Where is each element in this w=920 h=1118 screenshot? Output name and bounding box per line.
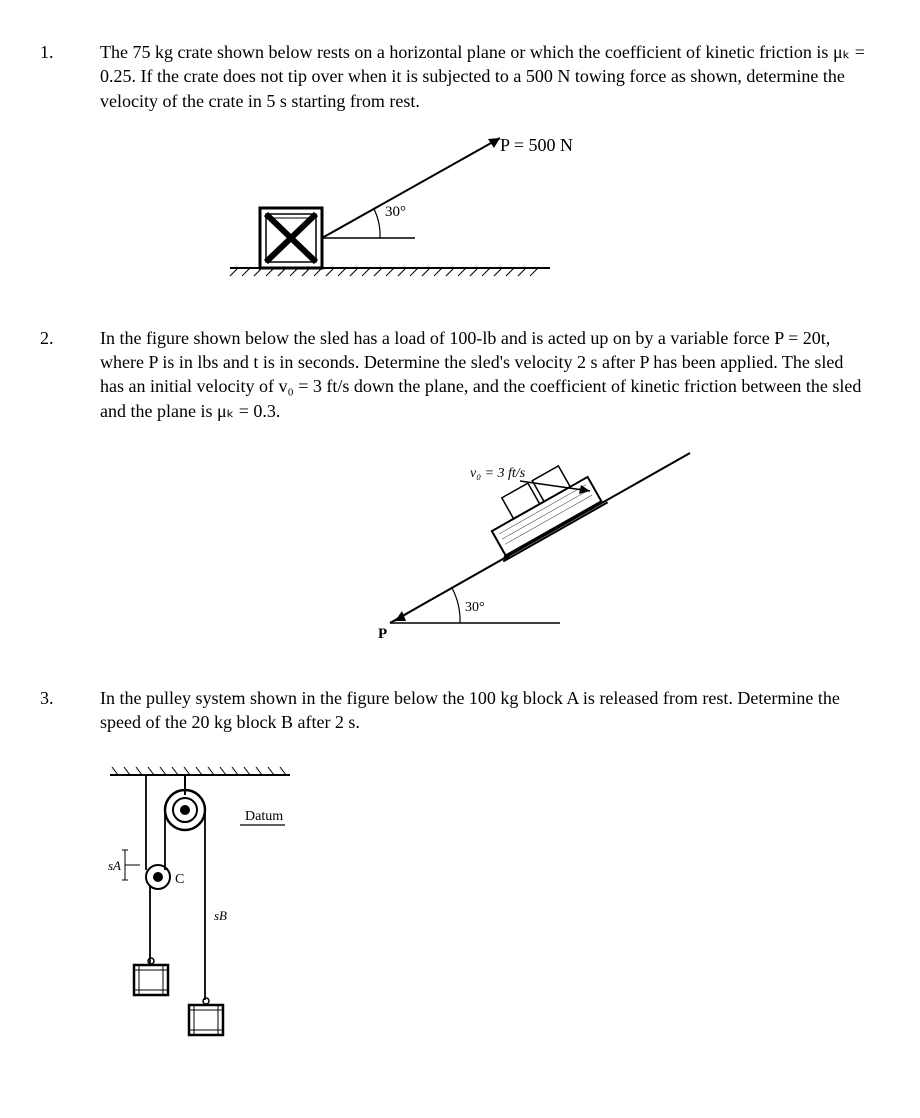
- sled-diagram: 30° v₀ = 3 ft/s: [360, 443, 720, 653]
- figure-3: C sA sB Datum: [90, 755, 870, 1045]
- sb-label: sB: [214, 908, 227, 923]
- problem-body: In the figure shown below the sled has a…: [100, 326, 870, 658]
- crate-diagram: 30° P = 500 N: [190, 133, 660, 293]
- p-label: P: [378, 626, 387, 642]
- problem-3: 3. In the pulley system shown in the fig…: [40, 686, 870, 1050]
- force-label: P = 500 N: [500, 135, 573, 155]
- problem-text: The 75 kg crate shown below rests on a h…: [100, 40, 870, 113]
- problem-body: The 75 kg crate shown below rests on a h…: [100, 40, 870, 298]
- figure-1: 30° P = 500 N: [190, 133, 870, 293]
- problem-1: 1. The 75 kg crate shown below rests on …: [40, 40, 870, 298]
- sa-label: sA: [108, 858, 121, 873]
- angle-label: 30°: [465, 600, 485, 615]
- figure-2: 30° v₀ = 3 ft/s: [360, 443, 870, 653]
- problem-text: In the pulley system shown in the figure…: [100, 686, 870, 735]
- angle-label: 30°: [385, 204, 406, 220]
- problem-body: In the pulley system shown in the figure…: [100, 686, 870, 1050]
- problem-number: 3.: [40, 686, 70, 1050]
- c-label: C: [175, 872, 184, 887]
- datum-label: Datum: [245, 809, 283, 824]
- v-label: v₀ = 3 ft/s: [470, 466, 526, 481]
- pulley-diagram: C sA sB Datum: [90, 755, 390, 1045]
- problem-number: 1.: [40, 40, 70, 298]
- problem-2: 2. In the figure shown below the sled ha…: [40, 326, 870, 658]
- problem-text: In the figure shown below the sled has a…: [100, 326, 870, 423]
- problem-number: 2.: [40, 326, 70, 658]
